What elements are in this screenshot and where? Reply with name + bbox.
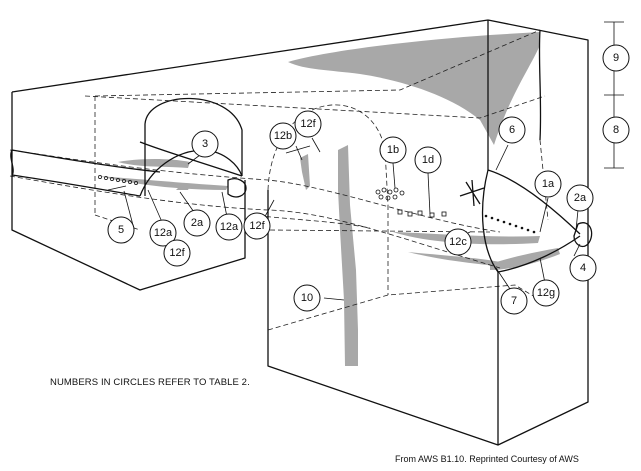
top-right-groove bbox=[538, 29, 542, 141]
label-2a-left: 2a bbox=[183, 209, 211, 237]
porosity-row-5 bbox=[98, 175, 138, 185]
svg-text:2a: 2a bbox=[574, 192, 587, 204]
left-undercut-discontinuity bbox=[98, 176, 228, 190]
svg-text:1a: 1a bbox=[542, 178, 555, 190]
svg-text:12f: 12f bbox=[300, 118, 316, 130]
right-block-front bbox=[267, 230, 589, 446]
left-block-outline bbox=[11, 92, 246, 291]
svg-text:1b: 1b bbox=[387, 144, 399, 156]
table-reference-note: NUMBERS IN CIRCLES REFER TO TABLE 2. bbox=[50, 377, 250, 388]
label-12f-top: 12f bbox=[294, 110, 322, 138]
svg-text:1d: 1d bbox=[422, 154, 434, 166]
label-12b: 12b bbox=[269, 122, 297, 150]
label-1a: 1a bbox=[534, 170, 562, 198]
left-block-root-front bbox=[11, 174, 141, 197]
right-lower-discontinuity bbox=[408, 252, 500, 266]
label-12a-left: 12a bbox=[149, 219, 177, 247]
left-fillet-discontinuity bbox=[118, 159, 190, 168]
hidden-arch bbox=[267, 104, 389, 206]
label-9: 9 bbox=[602, 44, 630, 72]
left-block-top-edge bbox=[11, 19, 489, 93]
inclusion-row-1d bbox=[397, 209, 447, 218]
left-weld-face bbox=[139, 141, 243, 177]
hidden-mid-horizontal bbox=[269, 229, 491, 233]
top-surface-discontinuity bbox=[288, 32, 540, 145]
right-weld-face-lower bbox=[481, 169, 581, 273]
svg-text:6: 6 bbox=[509, 124, 515, 136]
right-crack-star bbox=[459, 179, 485, 207]
label-4: 4 bbox=[569, 254, 597, 282]
crater-crack-left bbox=[176, 184, 190, 190]
label-7: 7 bbox=[500, 287, 528, 315]
right-weld-end bbox=[573, 222, 593, 248]
label-5: 5 bbox=[107, 216, 135, 244]
svg-text:12c: 12c bbox=[449, 236, 467, 248]
label-2a-right: 2a bbox=[566, 184, 594, 212]
svg-text:12a: 12a bbox=[154, 227, 173, 239]
svg-text:3: 3 bbox=[202, 138, 208, 150]
label-12f-mid: 12f bbox=[243, 212, 271, 240]
hidden-top-back-edge bbox=[94, 29, 541, 97]
label-3: 3 bbox=[191, 130, 219, 158]
label-12a-mid: 12a bbox=[215, 213, 243, 241]
svg-text:8: 8 bbox=[613, 124, 619, 136]
label-8: 8 bbox=[602, 116, 630, 144]
svg-text:12g: 12g bbox=[537, 287, 555, 299]
label-1d: 1d bbox=[414, 146, 442, 174]
svg-text:9: 9 bbox=[613, 52, 619, 64]
hidden-right-lower bbox=[267, 284, 541, 331]
svg-text:2a: 2a bbox=[191, 217, 204, 229]
dimension-line bbox=[604, 21, 624, 169]
left-end-wavy bbox=[10, 149, 14, 177]
svg-text:10: 10 bbox=[301, 292, 313, 304]
label-10: 10 bbox=[293, 284, 321, 312]
svg-text:4: 4 bbox=[580, 262, 586, 274]
right-block-top bbox=[487, 19, 589, 254]
svg-text:12f: 12f bbox=[249, 220, 265, 232]
svg-text:12b: 12b bbox=[274, 130, 292, 142]
label-12g: 12g bbox=[532, 279, 560, 307]
label-6: 6 bbox=[498, 116, 526, 144]
label-12f-bottom: 12f bbox=[163, 239, 191, 267]
svg-text:5: 5 bbox=[118, 224, 124, 236]
label-1b: 1b bbox=[379, 136, 407, 164]
right-weld-face-upper bbox=[487, 169, 581, 235]
left-block-joint-front bbox=[11, 149, 161, 173]
left-weld-end bbox=[227, 178, 247, 198]
source-credit: From AWS B1.10. Reprinted Courtesy of AW… bbox=[395, 454, 579, 464]
porosity-row-1a bbox=[484, 214, 536, 234]
vertical-crack-10 bbox=[338, 145, 358, 366]
porosity-cluster-1b bbox=[375, 187, 405, 201]
left-arch-fillet-face bbox=[139, 149, 243, 197]
label-12c: 12c bbox=[444, 228, 472, 256]
transverse-crack-12b bbox=[300, 154, 310, 190]
svg-text:12a: 12a bbox=[220, 221, 239, 233]
hidden-center-diagonal bbox=[249, 214, 371, 229]
underbead-12g bbox=[490, 248, 560, 270]
svg-text:12f: 12f bbox=[169, 247, 185, 259]
svg-text:7: 7 bbox=[511, 295, 517, 307]
left-arch-weld-outline bbox=[144, 97, 243, 196]
